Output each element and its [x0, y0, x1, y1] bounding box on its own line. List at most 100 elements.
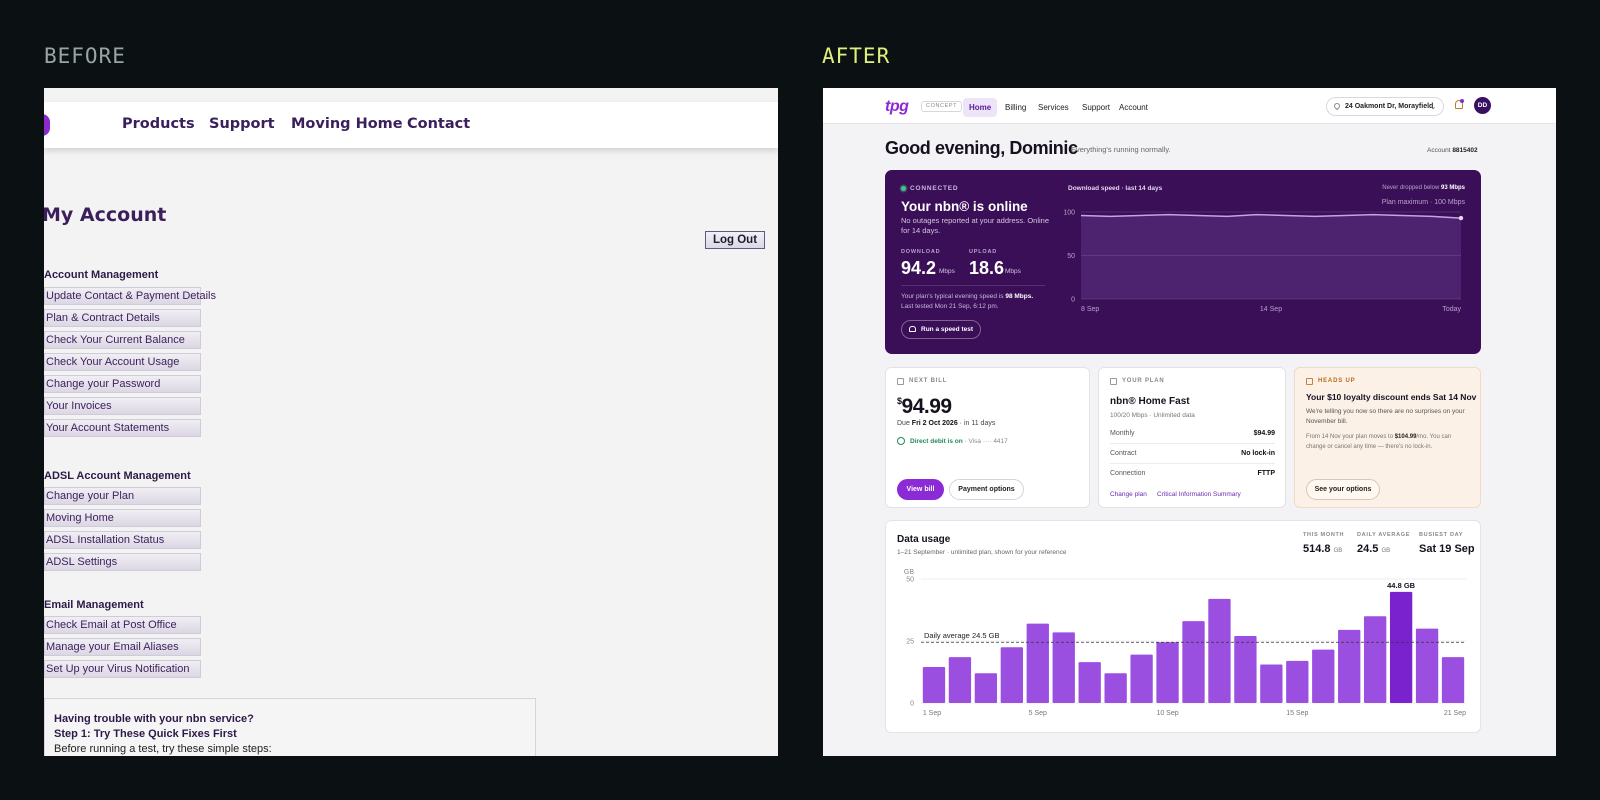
tab-billing[interactable]: Billing	[1005, 103, 1027, 112]
old-link[interactable]: ADSL Installation Status	[44, 531, 201, 549]
payment-options-button[interactable]: Payment options	[949, 479, 1024, 500]
bell-icon[interactable]	[1455, 100, 1463, 109]
see-options-button[interactable]: See your options	[1306, 479, 1380, 500]
old-link[interactable]: Manage your Email Aliases	[44, 638, 201, 656]
x-tick-label: 15 Sep	[1286, 710, 1308, 717]
old-page-title: My Account	[44, 204, 167, 226]
plan-row: Contract No lock-in	[1110, 444, 1275, 464]
download-label: DOWNLOAD	[901, 249, 941, 255]
list-icon	[1110, 378, 1117, 385]
address-selector[interactable]: 24 Oakmont Dr, Morayfield ⌄	[1326, 97, 1444, 116]
view-bill-button[interactable]: View bill	[897, 479, 944, 500]
old-link[interactable]: Change your Password	[44, 375, 201, 393]
plan-row: Connection FTTP	[1110, 470, 1275, 477]
y-tick-label: 0	[1071, 297, 1075, 304]
old-help-text: Before running a test, try these simple …	[54, 743, 272, 755]
usage-bar	[974, 673, 998, 703]
avatar[interactable]: DD	[1474, 97, 1491, 114]
old-section-heading: Account Management	[44, 269, 159, 281]
before-panel: Products Support Moving Home Contact My …	[44, 88, 778, 756]
usage-bar	[1286, 660, 1309, 703]
direct-debit-status: Direct debit is on · Visa ···· 4417	[897, 437, 1008, 445]
old-link[interactable]: Moving Home	[44, 509, 201, 527]
connected-status: CONNECTED	[901, 185, 958, 192]
run-speed-test-button[interactable]: Run a speed test	[901, 320, 981, 339]
old-link[interactable]: Plan & Contract Details	[44, 309, 201, 327]
tab-account[interactable]: Account	[1119, 103, 1148, 112]
divider	[901, 285, 1045, 286]
notification-dot	[1460, 99, 1464, 103]
old-nav-products[interactable]: Products	[122, 116, 195, 132]
heads-up-text: We're telling you now so there are no su…	[1306, 408, 1465, 425]
stat-value: 24.5 GB	[1357, 543, 1391, 555]
check-circle-icon	[897, 437, 905, 445]
bill-amount: $94.99	[897, 395, 952, 418]
plan-name: nbn® Home Fast	[1110, 396, 1190, 407]
stat-value: Sat 19 Sep	[1419, 543, 1475, 555]
critical-info-summary-link[interactable]: Critical Information Summary	[1157, 491, 1241, 498]
after-caption: AFTER	[822, 44, 891, 68]
data-usage-subtitle: 1–21 September · unlimited plan, shown f…	[897, 549, 1067, 556]
old-link[interactable]: Check Your Account Usage	[44, 353, 201, 371]
average-label: Daily average 24.5 GB	[924, 631, 999, 640]
tpg-logo[interactable]: tpg	[885, 98, 909, 115]
old-link[interactable]: Check Your Current Balance	[44, 331, 201, 349]
usage-bar	[1078, 662, 1101, 703]
heads-up-price-note: From 14 Nov your plan moves to $104.99/m…	[1306, 434, 1452, 450]
old-link[interactable]: Set Up your Virus Notification	[44, 660, 201, 678]
old-logout-button[interactable]: Log Out	[705, 231, 765, 249]
old-section-heading: ADSL Account Management	[44, 470, 191, 482]
next-bill-label: NEXT BILL	[897, 378, 947, 385]
data-usage-title: Data usage	[897, 534, 951, 545]
old-link[interactable]: Check Email at Post Office	[44, 616, 201, 634]
usage-bar	[1364, 616, 1387, 703]
speed-chart-max-note: Plan maximum · 100 Mbps	[1381, 199, 1465, 206]
old-nav-moving-home[interactable]: Moving Home	[291, 116, 403, 132]
old-logo-icon[interactable]	[44, 114, 50, 136]
greeting: Good evening, Dominic	[885, 138, 1078, 158]
old-nav-support[interactable]: Support	[209, 116, 275, 132]
bill-due-date: Due Fri 2 Oct 2026 · in 11 days	[897, 420, 996, 427]
old-link[interactable]: Your Invoices	[44, 397, 201, 415]
change-plan-link[interactable]: Change plan	[1110, 491, 1147, 498]
greeting-subtitle: Everything's running normally.	[1071, 145, 1171, 154]
usage-bar	[1156, 642, 1179, 703]
usage-bar	[948, 657, 972, 703]
status-dot-icon	[901, 185, 906, 191]
old-link[interactable]: Update Contact & Payment Details	[44, 287, 216, 305]
account-number: Account 8815402	[1427, 147, 1478, 154]
after-panel: tpg CONCEPT Home Billing Services Suppor…	[823, 88, 1556, 756]
x-tick-label: 14 Sep	[1260, 306, 1282, 313]
tab-home[interactable]: Home	[963, 98, 998, 117]
heads-up-label: HEADS UP	[1306, 378, 1355, 385]
peak-data-label: 44.8 GB	[1387, 581, 1416, 590]
tab-services[interactable]: Services	[1038, 103, 1069, 112]
tab-support[interactable]: Support	[1082, 103, 1111, 112]
y-tick-label: 25	[906, 639, 914, 646]
x-tick-label: 5 Sep	[1029, 710, 1047, 717]
old-link[interactable]: Change your Plan	[44, 487, 201, 505]
stat-label: BUSIEST DAY	[1419, 532, 1464, 538]
old-link[interactable]: Your Account Statements	[44, 419, 201, 437]
x-tick-label: 21 Sep	[1444, 710, 1466, 717]
usage-bar	[1389, 591, 1413, 703]
y-tick-label: 50	[906, 577, 914, 584]
usage-bar	[1208, 598, 1231, 703]
old-section-heading: Email Management	[44, 599, 144, 611]
old-link[interactable]: ADSL Settings	[44, 553, 201, 571]
usage-bar	[1338, 629, 1361, 703]
speed-chart-title: Download speed · last 14 days	[1068, 185, 1163, 192]
upload-unit: Mbps	[1005, 268, 1021, 275]
usage-bar	[1052, 632, 1075, 703]
old-nav-contact[interactable]: Contact	[407, 116, 471, 132]
usage-bar	[1260, 664, 1283, 703]
top-bar: tpg CONCEPT Home Billing Services Suppor…	[823, 88, 1556, 124]
next-bill-card: NEXT BILL $94.99 Due Fri 2 Oct 2026 · in…	[885, 367, 1090, 508]
y-tick-label: 50	[1067, 253, 1075, 260]
speed-area	[1081, 214, 1461, 299]
gauge-icon	[909, 326, 916, 332]
x-tick-label: 8 Sep	[1081, 306, 1099, 313]
location-pin-icon	[1332, 101, 1342, 111]
download-value: 94.2	[901, 258, 937, 278]
old-help-step: Step 1: Try These Quick Fixes First	[54, 728, 237, 740]
